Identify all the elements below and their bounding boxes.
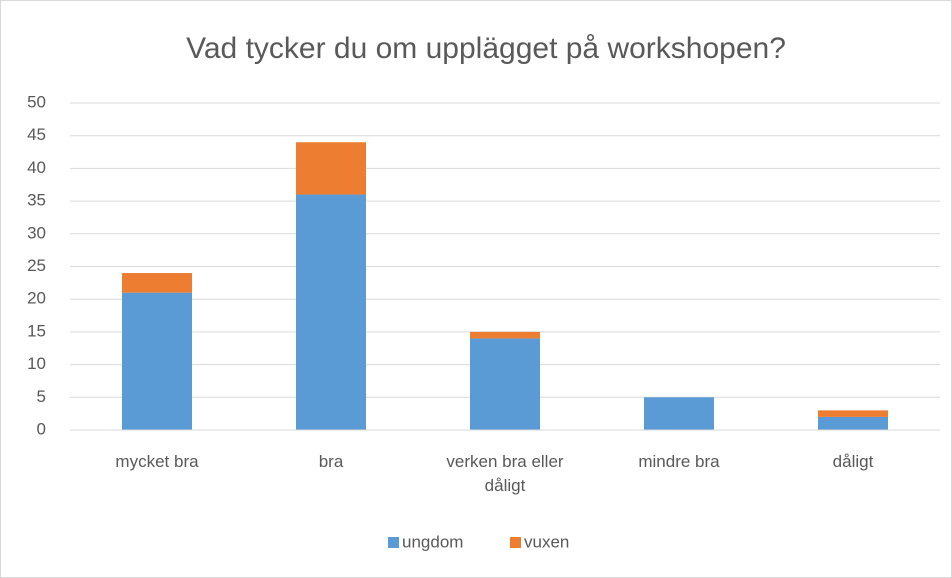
- bar-segment: [296, 194, 366, 430]
- y-tick-label: 35: [27, 191, 46, 210]
- y-tick-label: 50: [27, 92, 46, 111]
- y-tick-label: 0: [37, 419, 46, 438]
- bar-segment: [644, 397, 714, 430]
- x-tick-label: mindre bra: [638, 452, 720, 471]
- bar-segment: [818, 410, 888, 417]
- y-tick-label: 10: [27, 354, 46, 373]
- x-tick-label: dåligt: [832, 452, 874, 471]
- bar-segment: [818, 416, 888, 430]
- bar-segment: [470, 331, 540, 339]
- bar-segment: [122, 273, 192, 293]
- bar-segment: [122, 292, 192, 430]
- legend-label: vuxen: [524, 532, 569, 551]
- legend-label: ungdom: [402, 532, 463, 551]
- bar-segment: [296, 142, 366, 195]
- y-tick-label: 15: [27, 321, 46, 340]
- y-tick-label: 25: [27, 256, 46, 275]
- legend-swatch: [388, 537, 399, 548]
- x-tick-label: bra: [318, 452, 344, 471]
- y-tick-label: 30: [27, 223, 46, 242]
- x-tick-label: verken bra eller dåligt: [446, 452, 564, 495]
- y-tick-label: 20: [27, 289, 46, 308]
- y-tick-label: 5: [37, 387, 46, 406]
- y-tick-label: 40: [27, 158, 46, 177]
- chart-title: Vad tycker du om upplägget på workshopen…: [186, 32, 786, 65]
- y-tick-label: 45: [27, 125, 46, 144]
- legend-swatch: [510, 537, 521, 548]
- x-tick-label: mycket bra: [115, 452, 199, 471]
- bar-segment: [470, 338, 540, 430]
